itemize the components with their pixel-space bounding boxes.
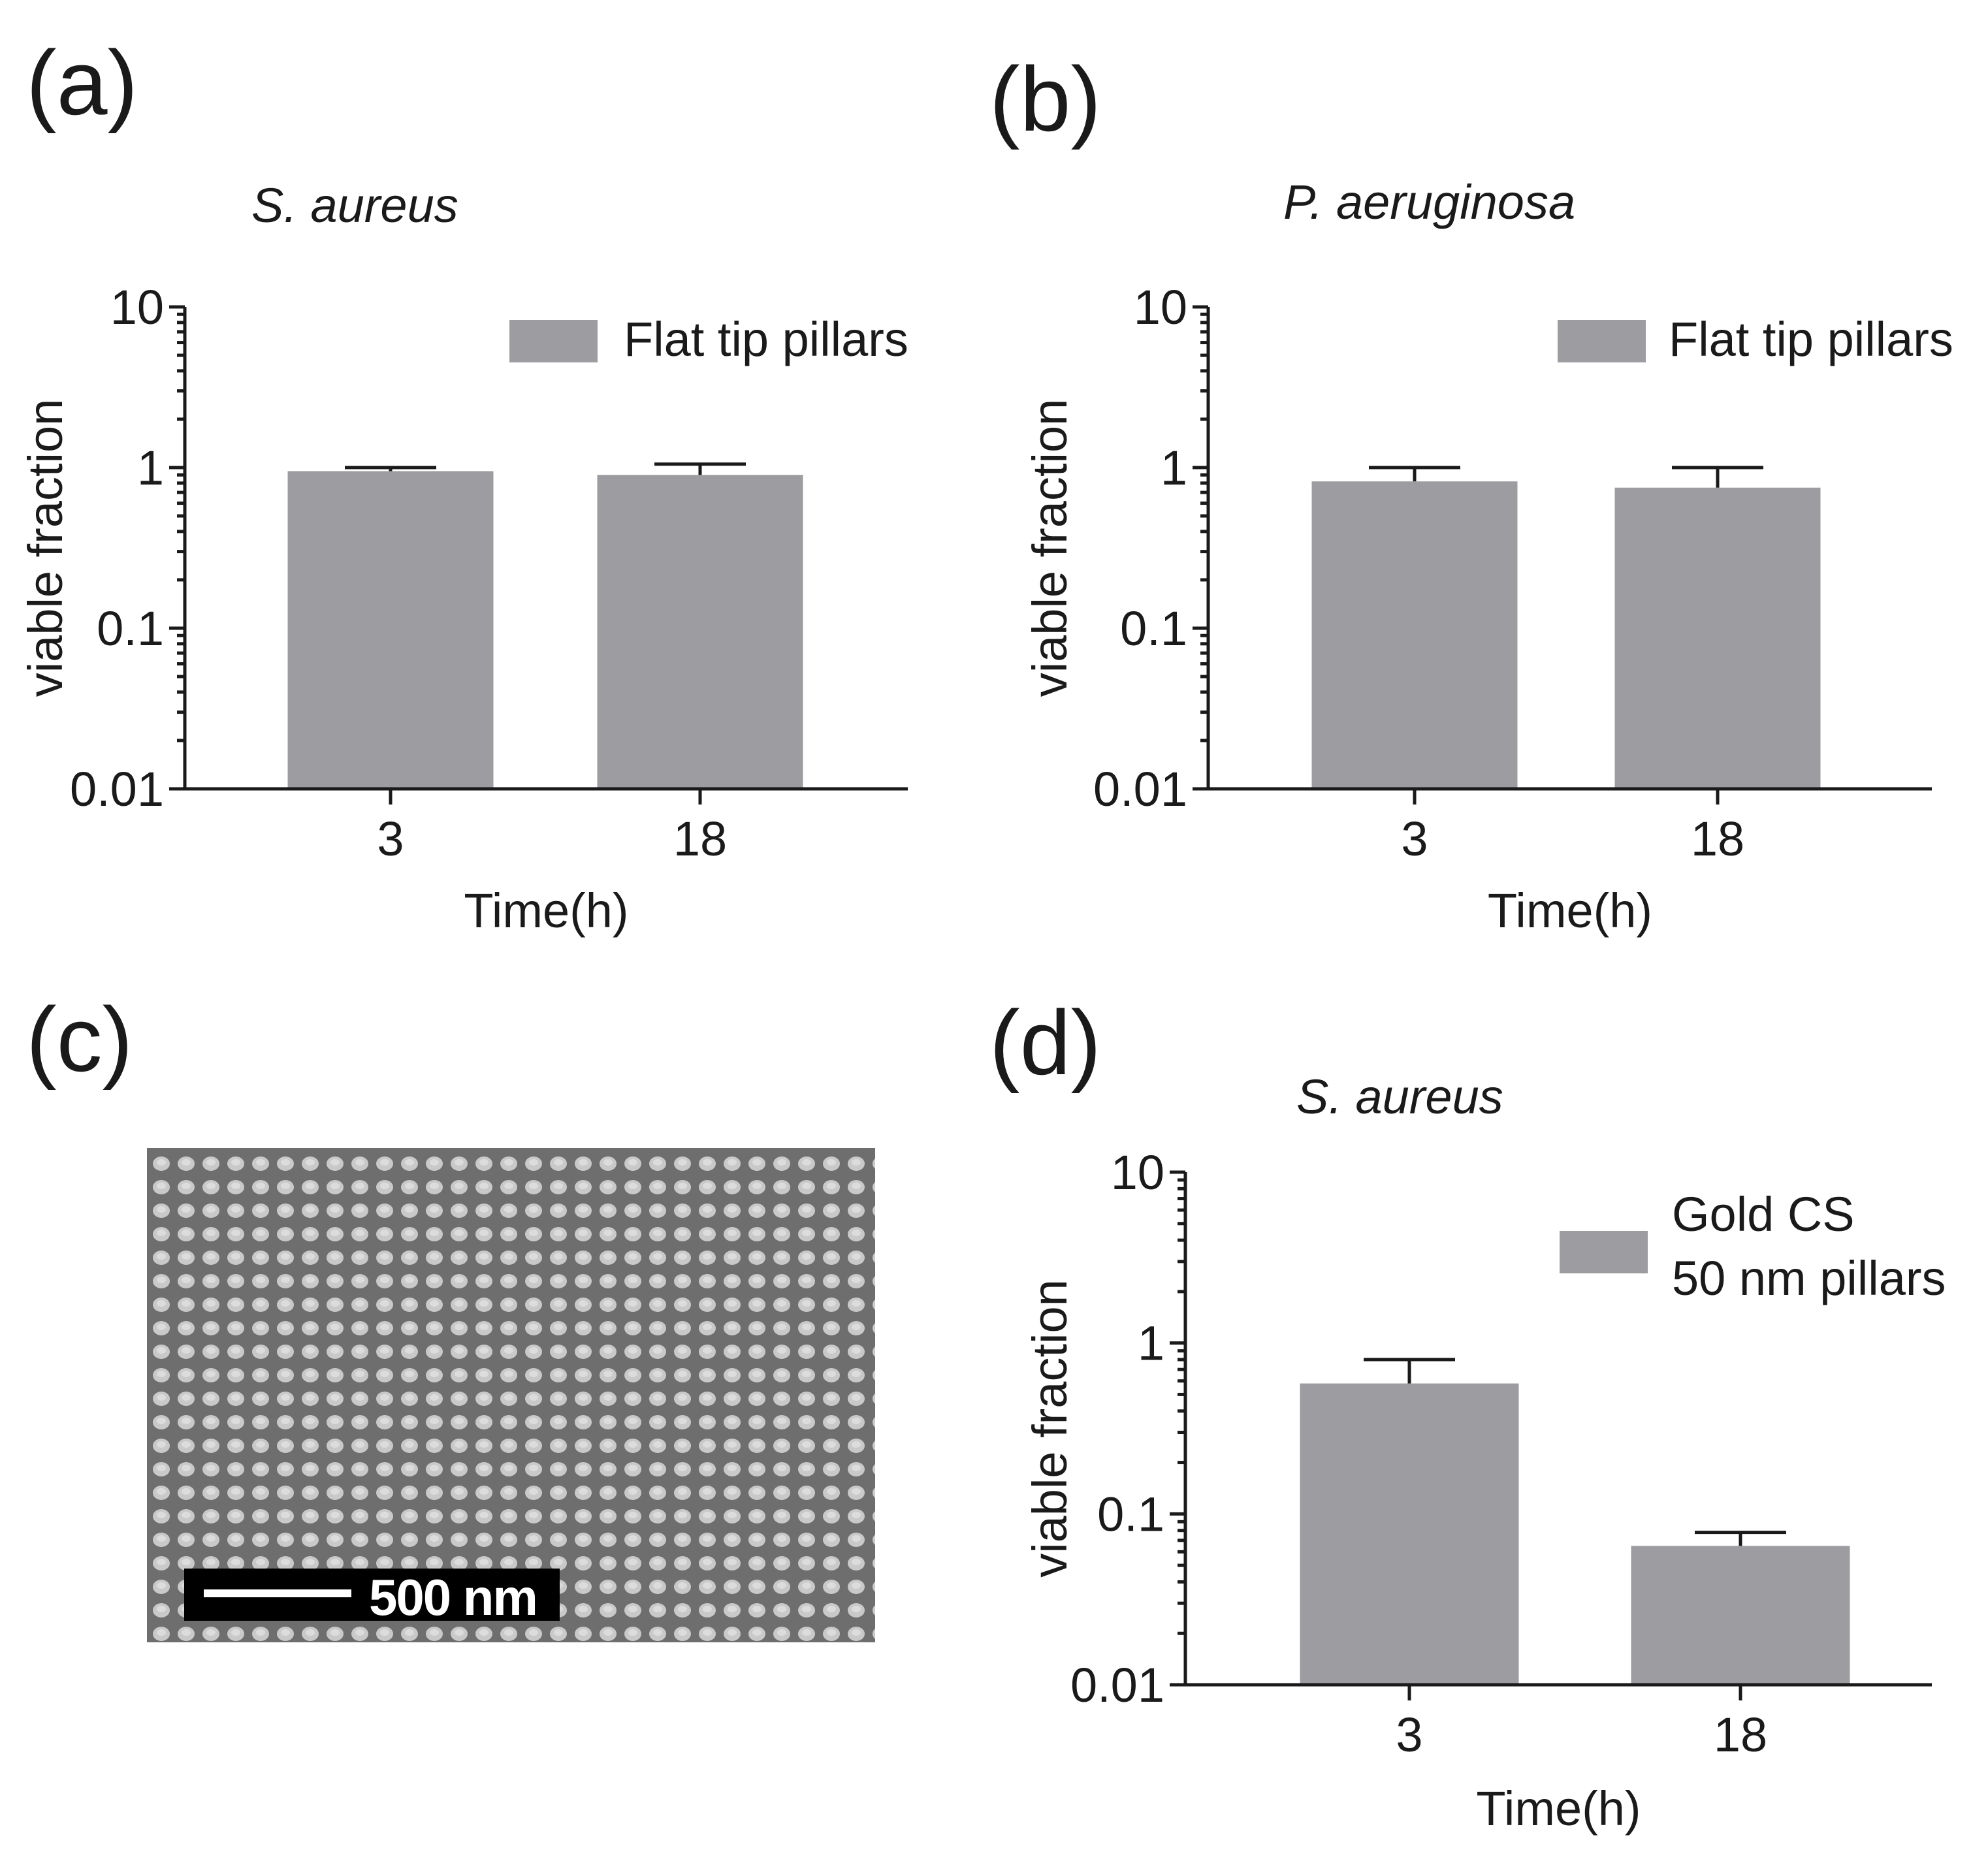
- pillar-array-image: [147, 1148, 875, 1642]
- y-tick-label: 0.01: [1093, 762, 1187, 816]
- y-tick-label: 10: [1134, 280, 1187, 334]
- legend-label: Flat tip pillars: [1669, 312, 1953, 366]
- bar-3h: [1311, 481, 1518, 789]
- y-axis-label: viable fraction: [18, 399, 72, 697]
- panel-label-a: (a): [26, 31, 138, 134]
- y-tick-label: 1: [137, 441, 164, 495]
- y-tick-label: 1: [1161, 441, 1187, 495]
- x-axis-label: Time(h): [1488, 884, 1652, 938]
- panel-label-b: (b): [989, 48, 1101, 150]
- legend-label: 50 nm pillars: [1672, 1251, 1946, 1305]
- bar-3h: [1300, 1383, 1519, 1685]
- chart-a: S. aureus 0.01 0.1 1 10 3 18 Time(h) viable frac…: [18, 178, 908, 938]
- chart-b: P. aeruginosa 0.01 0.1 1 10 3 18 Time(h) viable …: [1023, 175, 1953, 938]
- panel-label-c: (c): [26, 988, 133, 1091]
- y-tick-label: 1: [1138, 1316, 1164, 1371]
- legend-label: Flat tip pillars: [624, 312, 908, 366]
- chart-title: S. aureus: [251, 178, 458, 232]
- legend-label: Gold CS: [1672, 1187, 1855, 1241]
- legend-swatch: [1558, 320, 1646, 362]
- bar-18h: [1614, 487, 1821, 789]
- x-tick-label-3h: 3: [1396, 1708, 1422, 1762]
- x-tick-label-18h: 18: [1714, 1708, 1767, 1762]
- scale-bar-label: 500 nm: [369, 1569, 537, 1626]
- y-tick-label: 0.1: [1120, 601, 1187, 656]
- y-tick-label: 0.1: [97, 601, 164, 656]
- chart-d: S. aureus 0.01 0.1 1 10 3 18 Time(h) viable frac…: [1023, 1070, 1946, 1836]
- y-tick-label: 0.01: [1070, 1658, 1164, 1712]
- y-tick-label: 10: [1111, 1145, 1164, 1200]
- x-axis-label: Time(h): [464, 884, 628, 938]
- chart-title: S. aureus: [1296, 1070, 1503, 1124]
- panel-label-d: (d): [989, 991, 1101, 1094]
- y-tick-label: 0.1: [1097, 1487, 1164, 1541]
- y-axis-label: viable fraction: [1023, 399, 1077, 697]
- y-tick-label: 0.01: [70, 762, 164, 816]
- sem-micrograph: 500 nm: [147, 1148, 875, 1642]
- x-tick-label-3h: 3: [377, 812, 404, 866]
- bar-3h: [287, 471, 494, 789]
- legend-swatch: [509, 320, 598, 362]
- y-axis-label: viable fraction: [1023, 1279, 1077, 1578]
- bar-18h: [597, 475, 803, 789]
- x-tick-label-3h: 3: [1401, 812, 1428, 866]
- x-tick-label-18h: 18: [1691, 812, 1744, 866]
- legend-swatch: [1560, 1231, 1648, 1273]
- y-tick-label: 10: [110, 280, 164, 334]
- x-tick-label-18h: 18: [673, 812, 727, 866]
- bar-18h: [1631, 1546, 1850, 1685]
- chart-title: P. aeruginosa: [1283, 175, 1575, 229]
- x-axis-label: Time(h): [1476, 1781, 1641, 1836]
